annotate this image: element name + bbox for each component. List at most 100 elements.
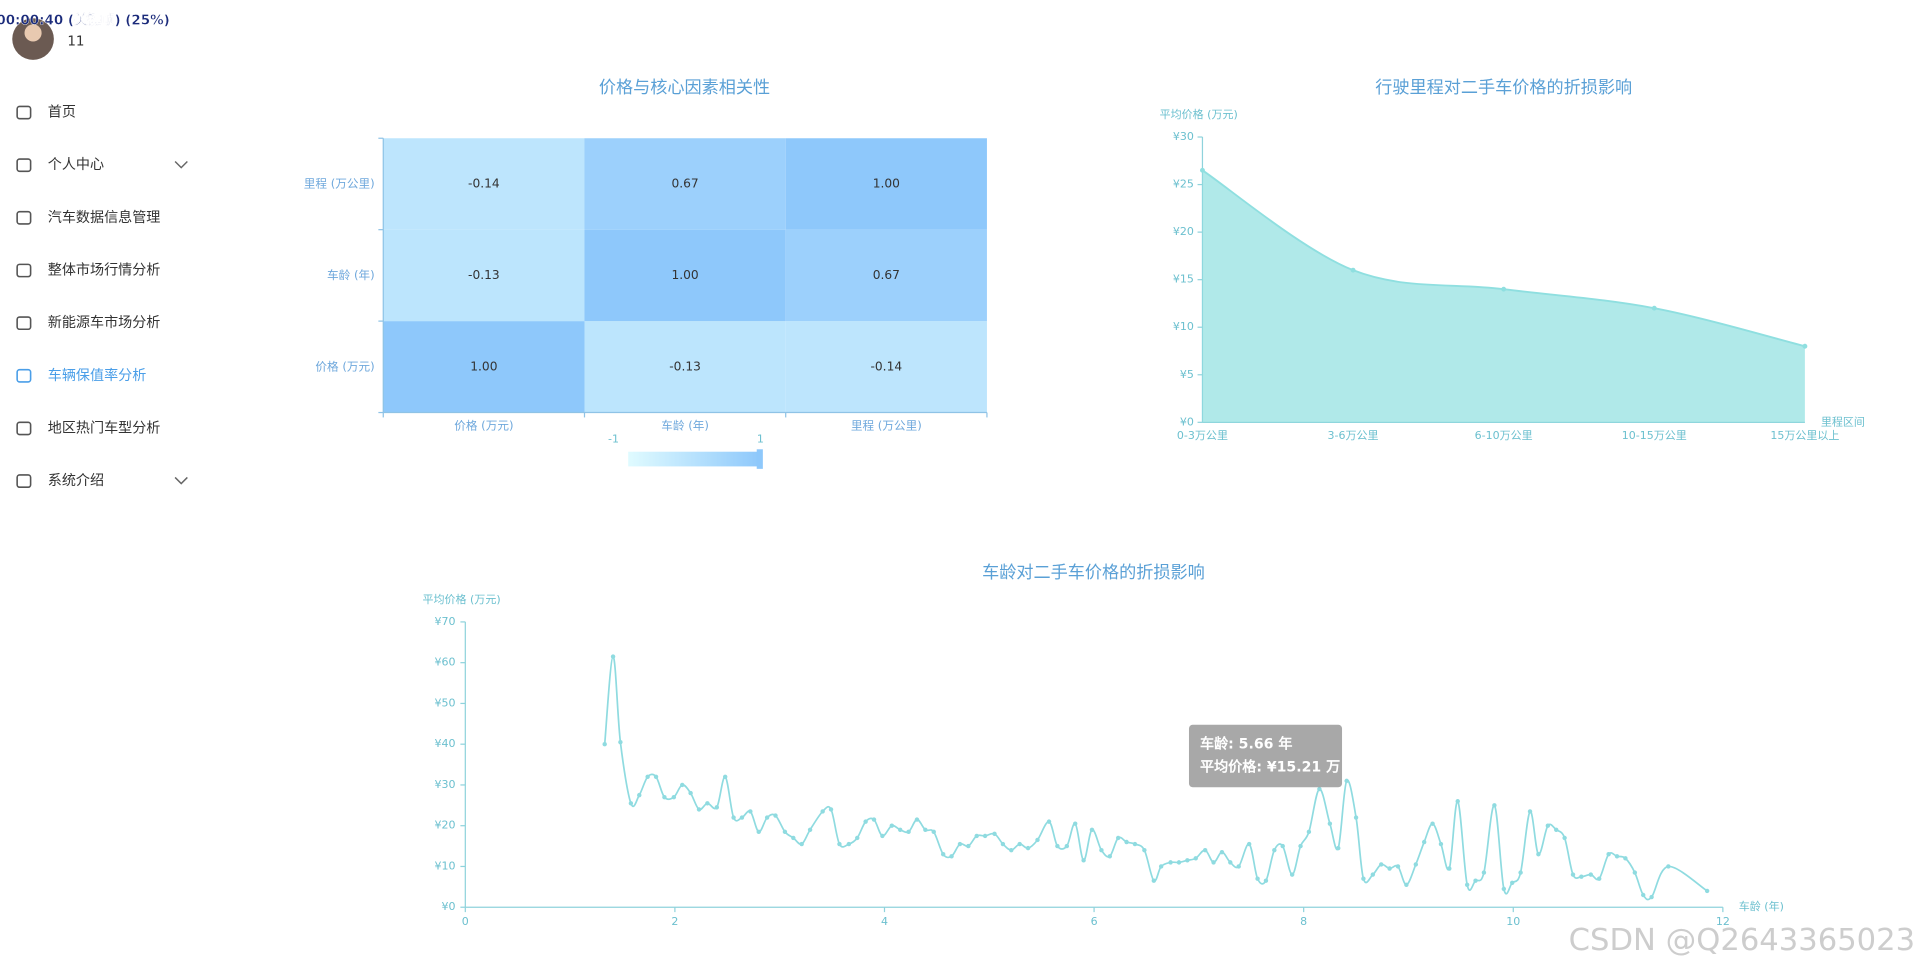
visual-map-handle[interactable]	[756, 449, 763, 469]
point[interactable]	[618, 739, 623, 745]
point[interactable]	[1336, 845, 1341, 851]
point[interactable]	[837, 841, 842, 847]
point[interactable]	[1387, 866, 1392, 871]
menu-item[interactable]: 汽车数据信息管理	[16, 209, 160, 226]
point[interactable]	[1632, 870, 1638, 875]
point[interactable]	[820, 809, 825, 814]
point[interactable]	[1193, 856, 1198, 861]
point[interactable]	[748, 809, 753, 814]
point[interactable]	[1606, 852, 1611, 857]
point[interactable]	[889, 823, 895, 828]
point[interactable]	[855, 835, 860, 841]
point[interactable]	[1536, 852, 1541, 857]
point[interactable]	[923, 827, 928, 832]
point[interactable]	[871, 817, 877, 822]
point[interactable]	[705, 801, 710, 806]
point[interactable]	[1430, 821, 1435, 826]
point[interactable]	[1202, 847, 1208, 853]
point[interactable]	[1370, 872, 1376, 877]
point[interactable]	[1081, 858, 1086, 863]
point[interactable]	[1064, 843, 1070, 849]
point[interactable]	[1473, 878, 1478, 883]
point[interactable]	[1527, 809, 1533, 814]
point[interactable]	[1009, 847, 1014, 853]
point[interactable]	[662, 794, 667, 800]
point[interactable]	[940, 852, 946, 857]
point[interactable]	[1168, 860, 1173, 865]
point[interactable]	[949, 854, 954, 859]
point[interactable]	[696, 807, 702, 812]
menu-item[interactable]: 个人中心	[16, 157, 188, 173]
point[interactable]	[714, 805, 720, 810]
point[interactable]	[1545, 823, 1551, 828]
point[interactable]	[1211, 860, 1216, 865]
point[interactable]	[1142, 847, 1147, 853]
visual-map-bar[interactable]	[628, 451, 761, 467]
point[interactable]	[1579, 874, 1584, 879]
point[interactable]	[1280, 843, 1285, 849]
point[interactable]	[828, 807, 834, 812]
point[interactable]	[1570, 872, 1576, 877]
point[interactable]	[610, 654, 616, 659]
point[interactable]	[1666, 864, 1671, 869]
menu-item[interactable]: 整体市场行情分析	[16, 261, 160, 278]
point[interactable]	[1151, 878, 1157, 883]
point[interactable]	[1055, 843, 1060, 849]
point[interactable]	[1306, 829, 1312, 835]
point[interactable]	[1185, 858, 1190, 863]
point[interactable]	[637, 792, 642, 798]
point[interactable]	[906, 829, 911, 835]
point[interactable]	[791, 835, 796, 841]
point[interactable]	[992, 831, 997, 837]
point[interactable]	[1272, 847, 1277, 853]
point[interactable]	[1641, 892, 1646, 898]
point[interactable]	[1554, 827, 1559, 832]
point[interactable]	[1413, 862, 1419, 867]
menu-item[interactable]: 首页	[16, 105, 76, 121]
point[interactable]	[739, 815, 745, 820]
point[interactable]	[1379, 862, 1384, 867]
point[interactable]	[602, 741, 607, 747]
point[interactable]	[688, 790, 693, 796]
point[interactable]	[1107, 854, 1113, 859]
point[interactable]	[1025, 845, 1031, 851]
point[interactable]	[1588, 872, 1594, 877]
point[interactable]	[1421, 839, 1427, 845]
point[interactable]	[671, 794, 677, 800]
point[interactable]	[1255, 876, 1260, 881]
point[interactable]	[1219, 849, 1225, 855]
menu-item[interactable]: 系统介绍	[16, 473, 188, 489]
point[interactable]	[1073, 821, 1078, 826]
point[interactable]	[931, 829, 936, 835]
point[interactable]	[966, 843, 971, 849]
point[interactable]	[1614, 854, 1620, 859]
point[interactable]	[1518, 870, 1523, 875]
point[interactable]	[1344, 778, 1349, 784]
point[interactable]	[1395, 864, 1401, 869]
point[interactable]	[645, 774, 650, 780]
point[interactable]	[846, 841, 852, 847]
point[interactable]	[1704, 888, 1710, 894]
point[interactable]	[1132, 841, 1138, 847]
point[interactable]	[773, 813, 778, 818]
point[interactable]	[1501, 886, 1507, 892]
point[interactable]	[863, 819, 868, 824]
point[interactable]	[1492, 803, 1497, 808]
point[interactable]	[1298, 843, 1303, 849]
point[interactable]	[1263, 878, 1269, 883]
point[interactable]	[1035, 837, 1040, 843]
point[interactable]	[1562, 835, 1567, 841]
point[interactable]	[1438, 841, 1444, 847]
point[interactable]	[957, 841, 963, 847]
point[interactable]	[722, 774, 728, 780]
point[interactable]	[1099, 847, 1104, 853]
point[interactable]	[982, 833, 988, 839]
point[interactable]	[764, 815, 770, 820]
menu-item[interactable]: 车辆保值率分析	[16, 367, 146, 384]
point[interactable]	[1353, 815, 1359, 820]
point[interactable]	[1017, 841, 1022, 847]
point[interactable]	[731, 815, 736, 820]
point[interactable]	[1481, 870, 1487, 875]
point[interactable]	[1289, 872, 1295, 877]
point[interactable]	[807, 827, 813, 832]
